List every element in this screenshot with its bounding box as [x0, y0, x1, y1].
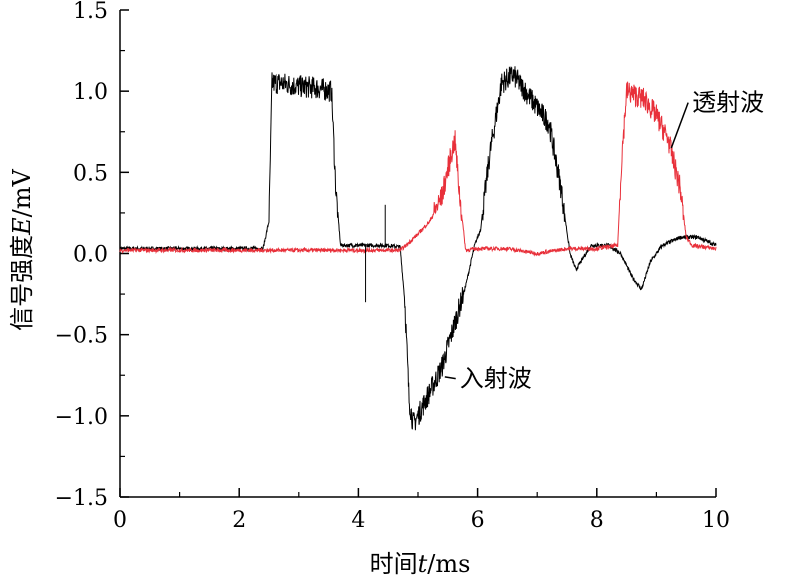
x-tick-label: 6 [471, 508, 485, 533]
x-tick-label: 10 [702, 508, 730, 533]
y-tick-label: 0.0 [73, 243, 108, 268]
series-line-0 [119, 66, 717, 431]
annotation-leader-0 [444, 376, 456, 380]
series-line-1 [119, 81, 717, 257]
y-tick-label: 1.5 [73, 0, 108, 24]
series-layer [119, 66, 717, 431]
y-tick-label: −1.0 [55, 405, 108, 430]
y-axis-label: 信号强度E/mV [8, 168, 36, 330]
x-axis-label: 时间t/ms [370, 550, 471, 578]
annotation-leader-1 [670, 102, 689, 149]
x-axis-variable: t [418, 550, 428, 578]
axes: 0 2 4 6 8 10 −1.5 −1.0 −0.5 0.0 0.5 1.0 1.5 [55, 0, 730, 533]
x-tick-label: 8 [590, 508, 604, 533]
x-tick-label: 0 [113, 508, 127, 533]
y-axis-variable: E [8, 217, 36, 236]
y-tick-label: −1.5 [55, 486, 108, 511]
x-tick-label: 4 [351, 508, 365, 533]
annotations: 入射波 透射波 [444, 89, 764, 393]
y-tick-label: 1.0 [73, 80, 108, 105]
annotation-label-1: 透射波 [692, 89, 764, 117]
y-tick-label: 0.5 [73, 161, 108, 186]
x-tick-label: 2 [232, 508, 246, 533]
annotation-label-0: 入射波 [460, 365, 532, 393]
y-tick-label: −0.5 [55, 324, 108, 349]
